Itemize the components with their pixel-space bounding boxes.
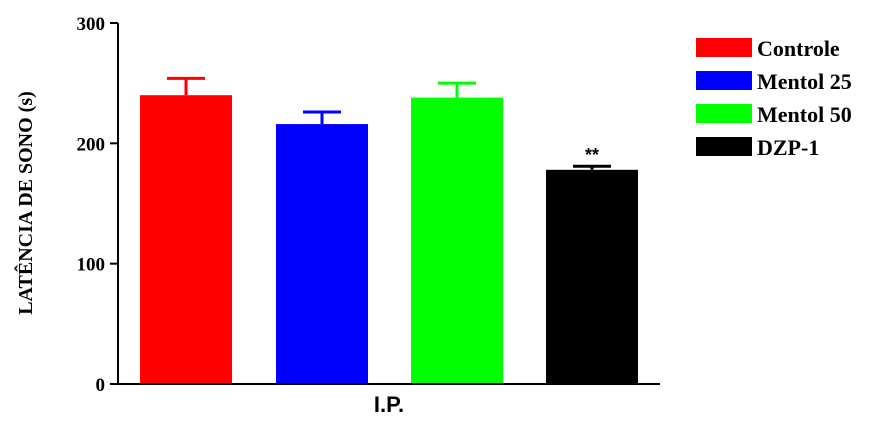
bar-mentol-50 xyxy=(411,97,503,385)
legend-label: Controle xyxy=(757,36,840,61)
bar-dzp-1 xyxy=(546,169,638,384)
legend: Controle Mentol 25 Mentol 50 DZP-1 xyxy=(696,36,852,160)
x-axis-label: I.P. xyxy=(374,392,404,417)
significance-annotation: ** xyxy=(585,145,599,165)
bar-controle xyxy=(140,95,232,384)
y-ticks-group: 0 100 200 300 xyxy=(77,14,118,396)
y-tick-label: 200 xyxy=(77,134,106,155)
legend-swatch xyxy=(696,104,752,123)
legend-label: Mentol 25 xyxy=(757,69,852,94)
bars-group xyxy=(140,95,638,385)
legend-swatch xyxy=(696,38,752,57)
y-tick-label: 300 xyxy=(77,14,106,35)
error-bars-group xyxy=(167,76,611,170)
y-axis-label: LATÊNCIA DE SONO (s) xyxy=(13,91,37,315)
y-tick-label: 0 xyxy=(96,375,106,396)
annotations-group: ** xyxy=(585,145,599,165)
legend-label: Mentol 50 xyxy=(757,102,852,127)
legend-label: DZP-1 xyxy=(757,135,819,160)
legend-swatch xyxy=(696,71,752,90)
y-tick-label: 100 xyxy=(77,255,106,276)
legend-swatch xyxy=(696,137,752,156)
bar-mentol-25 xyxy=(276,124,368,384)
